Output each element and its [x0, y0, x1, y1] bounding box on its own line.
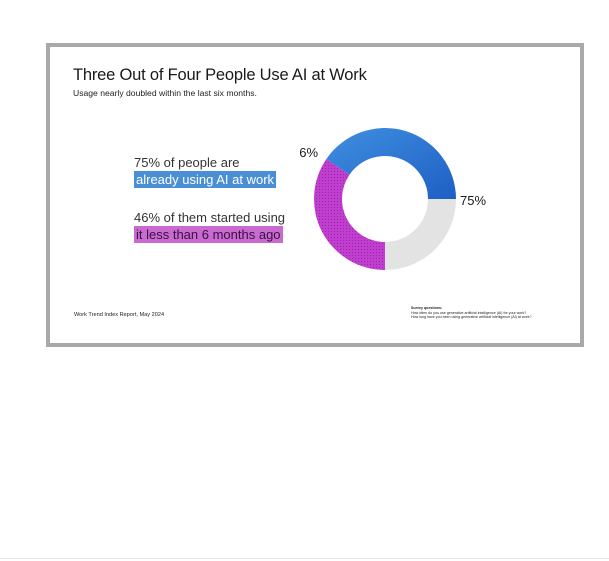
label-75-percent: 75% — [460, 193, 486, 208]
slide-subtitle: Usage nearly doubled within the last six… — [73, 88, 257, 98]
survey-heading: Survey questions: — [411, 306, 443, 310]
donut-segment-gray — [385, 199, 456, 270]
stat-recent-adopters-line1: 46% of them started using — [134, 210, 286, 225]
survey-question-1: How often do you use generative artifici… — [411, 310, 527, 315]
page-bottom-divider — [0, 558, 609, 559]
slide-title: Three Out of Four People Use AI at Work — [73, 66, 367, 84]
stat-ai-usage-highlight: already using AI at work — [134, 171, 277, 188]
label-46-percent: 46% — [300, 145, 318, 160]
donut-chart: 46% 75% — [300, 127, 486, 270]
survey-question-2: How long have you been using generative … — [411, 315, 532, 320]
donut-segment-purple — [314, 159, 385, 270]
survey-questions: Survey questions: How often do you use g… — [411, 306, 531, 320]
stat-ai-usage-line1: 75% of people are — [134, 155, 240, 170]
donut-segment-blue — [326, 127, 456, 199]
stat-recent-adopters-highlight: it less than 6 months ago — [134, 226, 283, 243]
source-note: Work Trend Index Report, May 2024 — [74, 312, 165, 318]
stat-ai-usage: 75% of people are already using AI at wo… — [134, 154, 277, 188]
stat-recent-adopters: 46% of them started using it less than 6… — [134, 209, 285, 243]
